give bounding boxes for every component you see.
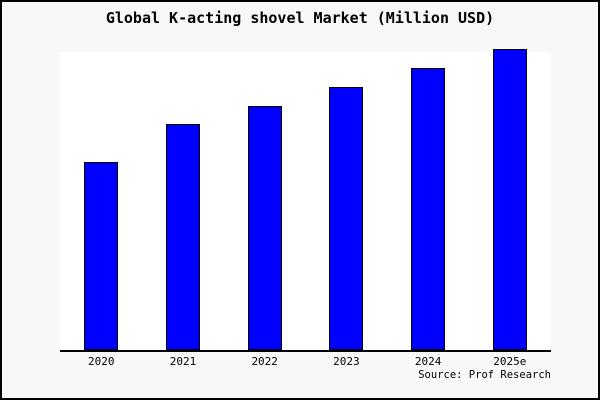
x-tick-2021: 2021	[169, 355, 197, 368]
x-tick-2023: 2023	[333, 355, 360, 368]
chart-title: Global K-acting shovel Market (Million U…	[105, 9, 495, 27]
plot-area	[60, 49, 551, 352]
bar-2020	[84, 162, 119, 350]
x-tick-2022: 2022	[251, 355, 278, 368]
x-axis: 2020 2021 2022 2023 2024 2025e	[60, 355, 551, 369]
bar-2024	[411, 68, 446, 350]
bar-2021	[166, 124, 200, 350]
x-tick-2024: 2024	[414, 355, 442, 368]
bar-2022	[247, 105, 282, 350]
x-tick-2020: 2020	[88, 355, 115, 368]
x-tick-2025e: 2025e	[493, 355, 527, 368]
bar-2023	[329, 86, 364, 350]
source-label: Source: Prof Research	[418, 369, 551, 381]
bar-2025e	[492, 49, 527, 350]
